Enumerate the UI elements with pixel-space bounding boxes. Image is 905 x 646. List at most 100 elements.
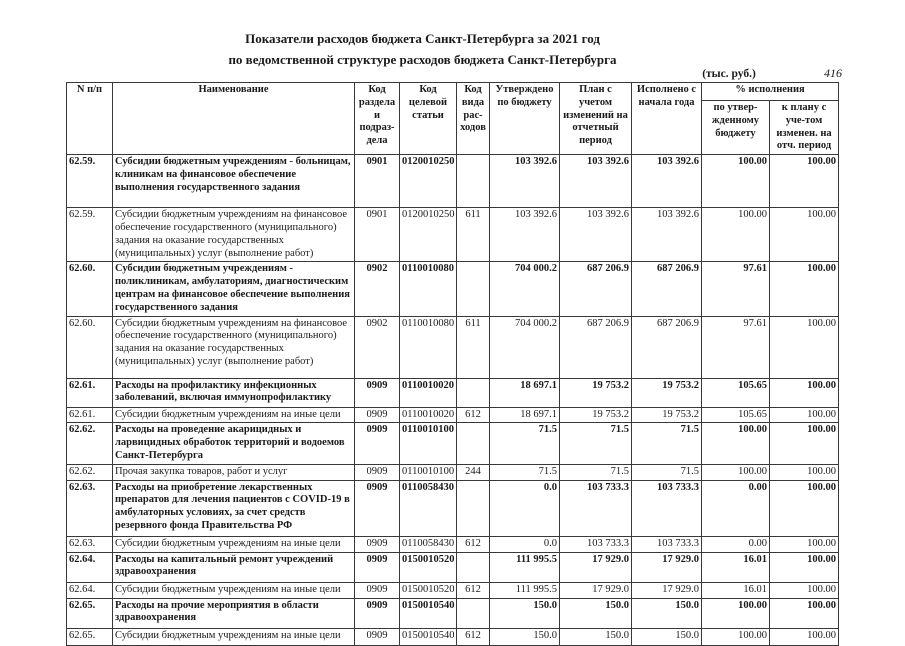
row-section-code-cell: 0902 bbox=[354, 261, 400, 317]
row-number-cell: 62.62. bbox=[66, 422, 113, 465]
table-header: N п/п Наименование Код раздела и подраз-… bbox=[66, 81, 840, 156]
page-number: 416 bbox=[824, 66, 842, 80]
row-target-code-cell: 0110010100 bbox=[399, 463, 457, 481]
row-executed-cell: 17 929.0 bbox=[631, 551, 702, 583]
row-pct-plan-cell: 100.00 bbox=[768, 406, 840, 424]
row-plan-cell: 103 733.3 bbox=[559, 535, 632, 553]
row-section-code-cell: 0909 bbox=[354, 406, 400, 424]
row-pct-budget-cell: 16.01 bbox=[701, 551, 770, 583]
row-plan-cell: 103 392.6 bbox=[559, 207, 632, 263]
row-target-code-cell: 0150010520 bbox=[399, 581, 457, 599]
row-approved-cell: 103 392.6 bbox=[489, 154, 560, 209]
header-type-code: Код вида рас-ходов bbox=[456, 81, 490, 156]
row-name-cell: Субсидии бюджетным учреждениям на иные ц… bbox=[112, 627, 355, 646]
row-type-code-cell bbox=[456, 597, 490, 629]
header-pct-budget: по утвер-жденному бюджету bbox=[701, 99, 770, 156]
table-row: 62.61. Расходы на профилактику инфекцион… bbox=[66, 377, 840, 408]
row-executed-cell: 687 206.9 bbox=[631, 261, 702, 317]
row-type-code-cell bbox=[456, 551, 490, 583]
row-number-cell: 62.60. bbox=[66, 261, 113, 317]
row-section-code-cell: 0909 bbox=[354, 597, 400, 629]
row-plan-cell: 17 929.0 bbox=[559, 551, 632, 583]
row-type-code-cell: 612 bbox=[456, 581, 490, 599]
row-name-cell: Расходы на приобретение лекарственных пр… bbox=[112, 479, 355, 537]
table-row: 62.59. Субсидии бюджетным учреждениям - … bbox=[66, 154, 840, 209]
row-executed-cell: 71.5 bbox=[631, 463, 702, 481]
header-section-code: Код раздела и подраз-дела bbox=[354, 81, 400, 156]
header-pct-group: % исполнения bbox=[700, 82, 840, 101]
row-name-cell: Субсидии бюджетным учреждениям - поликли… bbox=[112, 261, 355, 317]
row-executed-cell: 103 733.3 bbox=[631, 479, 702, 537]
table-row: 62.60. Субсидии бюджетным учреждениям на… bbox=[66, 315, 840, 379]
row-target-code-cell: 0150010520 bbox=[399, 551, 457, 583]
row-approved-cell: 704 000.2 bbox=[489, 315, 560, 379]
document-title: Показатели расходов бюджета Санкт-Петерб… bbox=[0, 28, 845, 71]
row-plan-cell: 103 392.6 bbox=[559, 154, 632, 209]
table-row: 62.65. Расходы на прочие мероприятия в о… bbox=[66, 597, 840, 629]
row-pct-plan-cell: 100.00 bbox=[768, 422, 840, 465]
title-line-1: Показатели расходов бюджета Санкт-Петерб… bbox=[245, 31, 600, 46]
row-pct-budget-cell: 105.65 bbox=[701, 406, 770, 424]
row-plan-cell: 19 753.2 bbox=[559, 377, 632, 408]
table-row: 62.61. Субсидии бюджетным учреждениям на… bbox=[66, 406, 840, 424]
row-name-cell: Субсидии бюджетным учреждениям на иные ц… bbox=[112, 406, 355, 424]
row-type-code-cell: 612 bbox=[456, 627, 490, 646]
table-row: 62.62. Прочая закупка товаров, работ и у… bbox=[66, 463, 840, 481]
row-section-code-cell: 0909 bbox=[354, 479, 400, 537]
row-number-cell: 62.65. bbox=[66, 597, 113, 629]
row-pct-plan-cell: 100.00 bbox=[768, 627, 840, 646]
row-section-code-cell: 0909 bbox=[354, 627, 400, 646]
row-number-cell: 62.63. bbox=[66, 479, 113, 537]
title-line-2: по ведомственной структуре расходов бюдж… bbox=[228, 52, 617, 68]
row-pct-plan-cell: 100.00 bbox=[768, 479, 840, 537]
row-plan-cell: 150.0 bbox=[559, 597, 632, 629]
row-pct-plan-cell: 100.00 bbox=[768, 597, 840, 629]
row-type-code-cell bbox=[456, 422, 490, 465]
row-plan-cell: 71.5 bbox=[559, 422, 632, 465]
row-name-cell: Расходы на профилактику инфекционных заб… bbox=[112, 377, 355, 408]
row-pct-budget-cell: 105.65 bbox=[701, 377, 770, 408]
row-section-code-cell: 0909 bbox=[354, 581, 400, 599]
row-section-code-cell: 0901 bbox=[354, 207, 400, 263]
row-section-code-cell: 0909 bbox=[354, 422, 400, 465]
row-type-code-cell: 611 bbox=[456, 207, 490, 263]
row-plan-cell: 71.5 bbox=[559, 463, 632, 481]
row-type-code-cell: 612 bbox=[456, 535, 490, 553]
header-approved: Утверждено по бюджету bbox=[489, 81, 560, 156]
row-pct-budget-cell: 100.00 bbox=[701, 597, 770, 629]
header-target-code: Код целевой статьи bbox=[399, 81, 457, 156]
table-body: 62.59. Субсидии бюджетным учреждениям - … bbox=[66, 154, 840, 646]
row-number-cell: 62.64. bbox=[66, 581, 113, 599]
row-approved-cell: 0.0 bbox=[489, 535, 560, 553]
row-approved-cell: 150.0 bbox=[489, 597, 560, 629]
row-target-code-cell: 0110058430 bbox=[399, 535, 457, 553]
row-section-code-cell: 0909 bbox=[354, 551, 400, 583]
row-pct-budget-cell: 0.00 bbox=[701, 535, 770, 553]
row-section-code-cell: 0901 bbox=[354, 154, 400, 209]
row-approved-cell: 111 995.5 bbox=[489, 581, 560, 599]
table-row: 62.65. Субсидии бюджетным учреждениям на… bbox=[66, 627, 840, 646]
row-type-code-cell: 244 bbox=[456, 463, 490, 481]
row-plan-cell: 103 733.3 bbox=[559, 479, 632, 537]
row-pct-plan-cell: 100.00 bbox=[768, 463, 840, 481]
row-type-code-cell bbox=[456, 479, 490, 537]
row-pct-budget-cell: 0.00 bbox=[701, 479, 770, 537]
row-plan-cell: 17 929.0 bbox=[559, 581, 632, 599]
row-approved-cell: 0.0 bbox=[489, 479, 560, 537]
row-pct-plan-cell: 100.00 bbox=[768, 377, 840, 408]
row-type-code-cell bbox=[456, 261, 490, 317]
row-pct-plan-cell: 100.00 bbox=[768, 261, 840, 317]
row-approved-cell: 150.0 bbox=[489, 627, 560, 646]
row-pct-plan-cell: 100.00 bbox=[768, 581, 840, 599]
row-number-cell: 62.62. bbox=[66, 463, 113, 481]
row-executed-cell: 150.0 bbox=[631, 597, 702, 629]
row-pct-budget-cell: 97.61 bbox=[701, 261, 770, 317]
row-target-code-cell: 0110010100 bbox=[399, 422, 457, 465]
row-type-code-cell: 611 bbox=[456, 315, 490, 379]
row-target-code-cell: 0110010020 bbox=[399, 406, 457, 424]
row-name-cell: Расходы на прочие мероприятия в области … bbox=[112, 597, 355, 629]
row-section-code-cell: 0909 bbox=[354, 463, 400, 481]
row-approved-cell: 71.5 bbox=[489, 463, 560, 481]
row-executed-cell: 103 392.6 bbox=[631, 154, 702, 209]
